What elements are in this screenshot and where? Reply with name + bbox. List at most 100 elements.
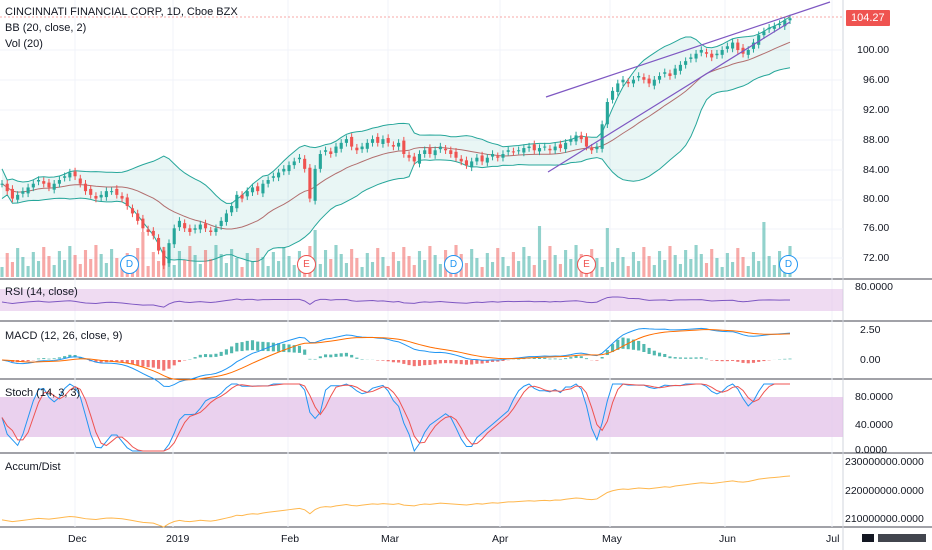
earnings-event-icon[interactable]: E	[577, 255, 596, 274]
volume-indicator-label[interactable]: Vol (20)	[5, 38, 43, 50]
volume-bar	[5, 253, 9, 277]
volume-bar	[767, 256, 771, 277]
candle-body	[464, 160, 469, 166]
macd-histogram-bar	[214, 353, 218, 357]
macd-histogram-bar	[548, 358, 552, 360]
candle-body	[663, 72, 667, 74]
volume-bar	[423, 260, 427, 277]
macd-histogram-bar	[125, 360, 129, 364]
macd-histogram-bar	[350, 354, 354, 358]
candle-body	[715, 53, 719, 56]
stoch-label[interactable]: Stoch (14, 3, 3)	[5, 387, 81, 399]
volume-bar	[261, 257, 265, 277]
volume-bar	[188, 246, 192, 277]
volume-bar	[209, 259, 213, 277]
macd-histogram-bar	[543, 357, 547, 359]
candle-body	[407, 155, 411, 158]
candle-body	[36, 180, 41, 182]
candle-body	[151, 230, 155, 236]
candle-body	[344, 139, 348, 143]
volume-bar	[287, 256, 291, 277]
macd-histogram-bar	[470, 360, 474, 365]
candle-body	[543, 146, 547, 148]
macd-histogram-bar	[553, 358, 557, 360]
macd-histogram-bar	[657, 352, 662, 357]
volume-bar	[527, 256, 531, 277]
earnings-event-icon[interactable]: E	[297, 255, 316, 274]
volume-bar	[334, 245, 338, 277]
stoch-band	[0, 397, 843, 437]
macd-histogram-bar	[141, 360, 145, 367]
volume-bar	[574, 245, 578, 277]
macd-histogram-bar	[689, 357, 693, 359]
macd-histogram-bar	[423, 360, 427, 366]
candle-body	[115, 188, 119, 195]
volume-bar	[271, 252, 275, 277]
macd-label[interactable]: MACD (12, 26, close, 9)	[5, 330, 123, 342]
candle-body	[772, 26, 776, 29]
volume-bar	[339, 254, 343, 277]
candle-body	[157, 237, 161, 251]
candle-body	[699, 50, 703, 53]
volume-bar	[203, 250, 208, 277]
dividend-event-icon[interactable]: D	[444, 255, 463, 274]
dividend-event-icon[interactable]: D	[120, 255, 139, 274]
macd-histogram-bar	[699, 357, 703, 359]
macd-histogram-bar	[459, 360, 463, 365]
candle-body	[83, 183, 88, 192]
volume-bar	[10, 262, 14, 277]
macd-histogram-bar	[177, 360, 181, 363]
volume-bar	[73, 255, 77, 277]
macd-histogram-bar	[532, 357, 536, 359]
macd-histogram-bar	[537, 357, 542, 359]
macd-histogram-bar	[741, 360, 745, 363]
candle-body	[146, 229, 150, 232]
volume-bar	[26, 266, 30, 277]
bb-indicator-label[interactable]: BB (20, close, 2)	[5, 22, 87, 34]
dividend-event-icon[interactable]: D	[779, 255, 798, 274]
macd-histogram-bar	[402, 360, 406, 364]
macd-histogram-bar	[94, 360, 98, 363]
macd-histogram-bar	[517, 358, 521, 360]
candle-body	[256, 186, 260, 192]
macd-histogram-bar	[501, 360, 505, 362]
candle-body	[214, 228, 218, 232]
macd-histogram-bar	[146, 360, 150, 368]
volume-bar	[146, 266, 150, 277]
rsi-label[interactable]: RSI (14, close)	[5, 286, 78, 298]
volume-bar	[266, 266, 270, 277]
ad-axis-label: 230000000.0000	[845, 456, 924, 468]
macd-histogram-bar	[751, 360, 756, 363]
volume-bar	[548, 246, 552, 277]
symbol-title[interactable]: CINCINNATI FINANCIAL CORP, 1D, Cboe BZX	[5, 6, 238, 18]
macd-histogram-bar	[235, 342, 239, 352]
volume-bar	[731, 262, 735, 277]
candle-body	[485, 157, 489, 163]
volume-bar	[183, 260, 187, 277]
macd-histogram-bar	[230, 346, 234, 354]
candle-body	[423, 150, 427, 154]
candle-body	[0, 183, 4, 185]
candle-body	[73, 171, 77, 177]
volume-bar	[89, 259, 93, 277]
volume-bar	[678, 264, 682, 277]
macd-histogram-bar	[621, 337, 625, 349]
accum-dist-label[interactable]: Accum/Dist	[5, 461, 61, 473]
candle-body	[130, 208, 135, 214]
tradingview-logo-icon[interactable]	[850, 528, 930, 548]
macd-histogram-bar	[663, 353, 667, 357]
macd-histogram-bar	[261, 341, 265, 351]
macd-histogram-bar	[266, 342, 270, 352]
candle-body	[125, 197, 129, 206]
volume-bar	[480, 267, 484, 277]
candle-body	[751, 42, 756, 49]
candle-body	[506, 150, 510, 152]
candle-body	[386, 138, 390, 143]
candle-body	[376, 136, 380, 143]
macd-histogram-bar	[731, 360, 735, 361]
candle-body	[433, 150, 437, 156]
volume-bar	[522, 247, 526, 277]
candle-body	[313, 168, 317, 201]
candle-body	[219, 220, 223, 227]
